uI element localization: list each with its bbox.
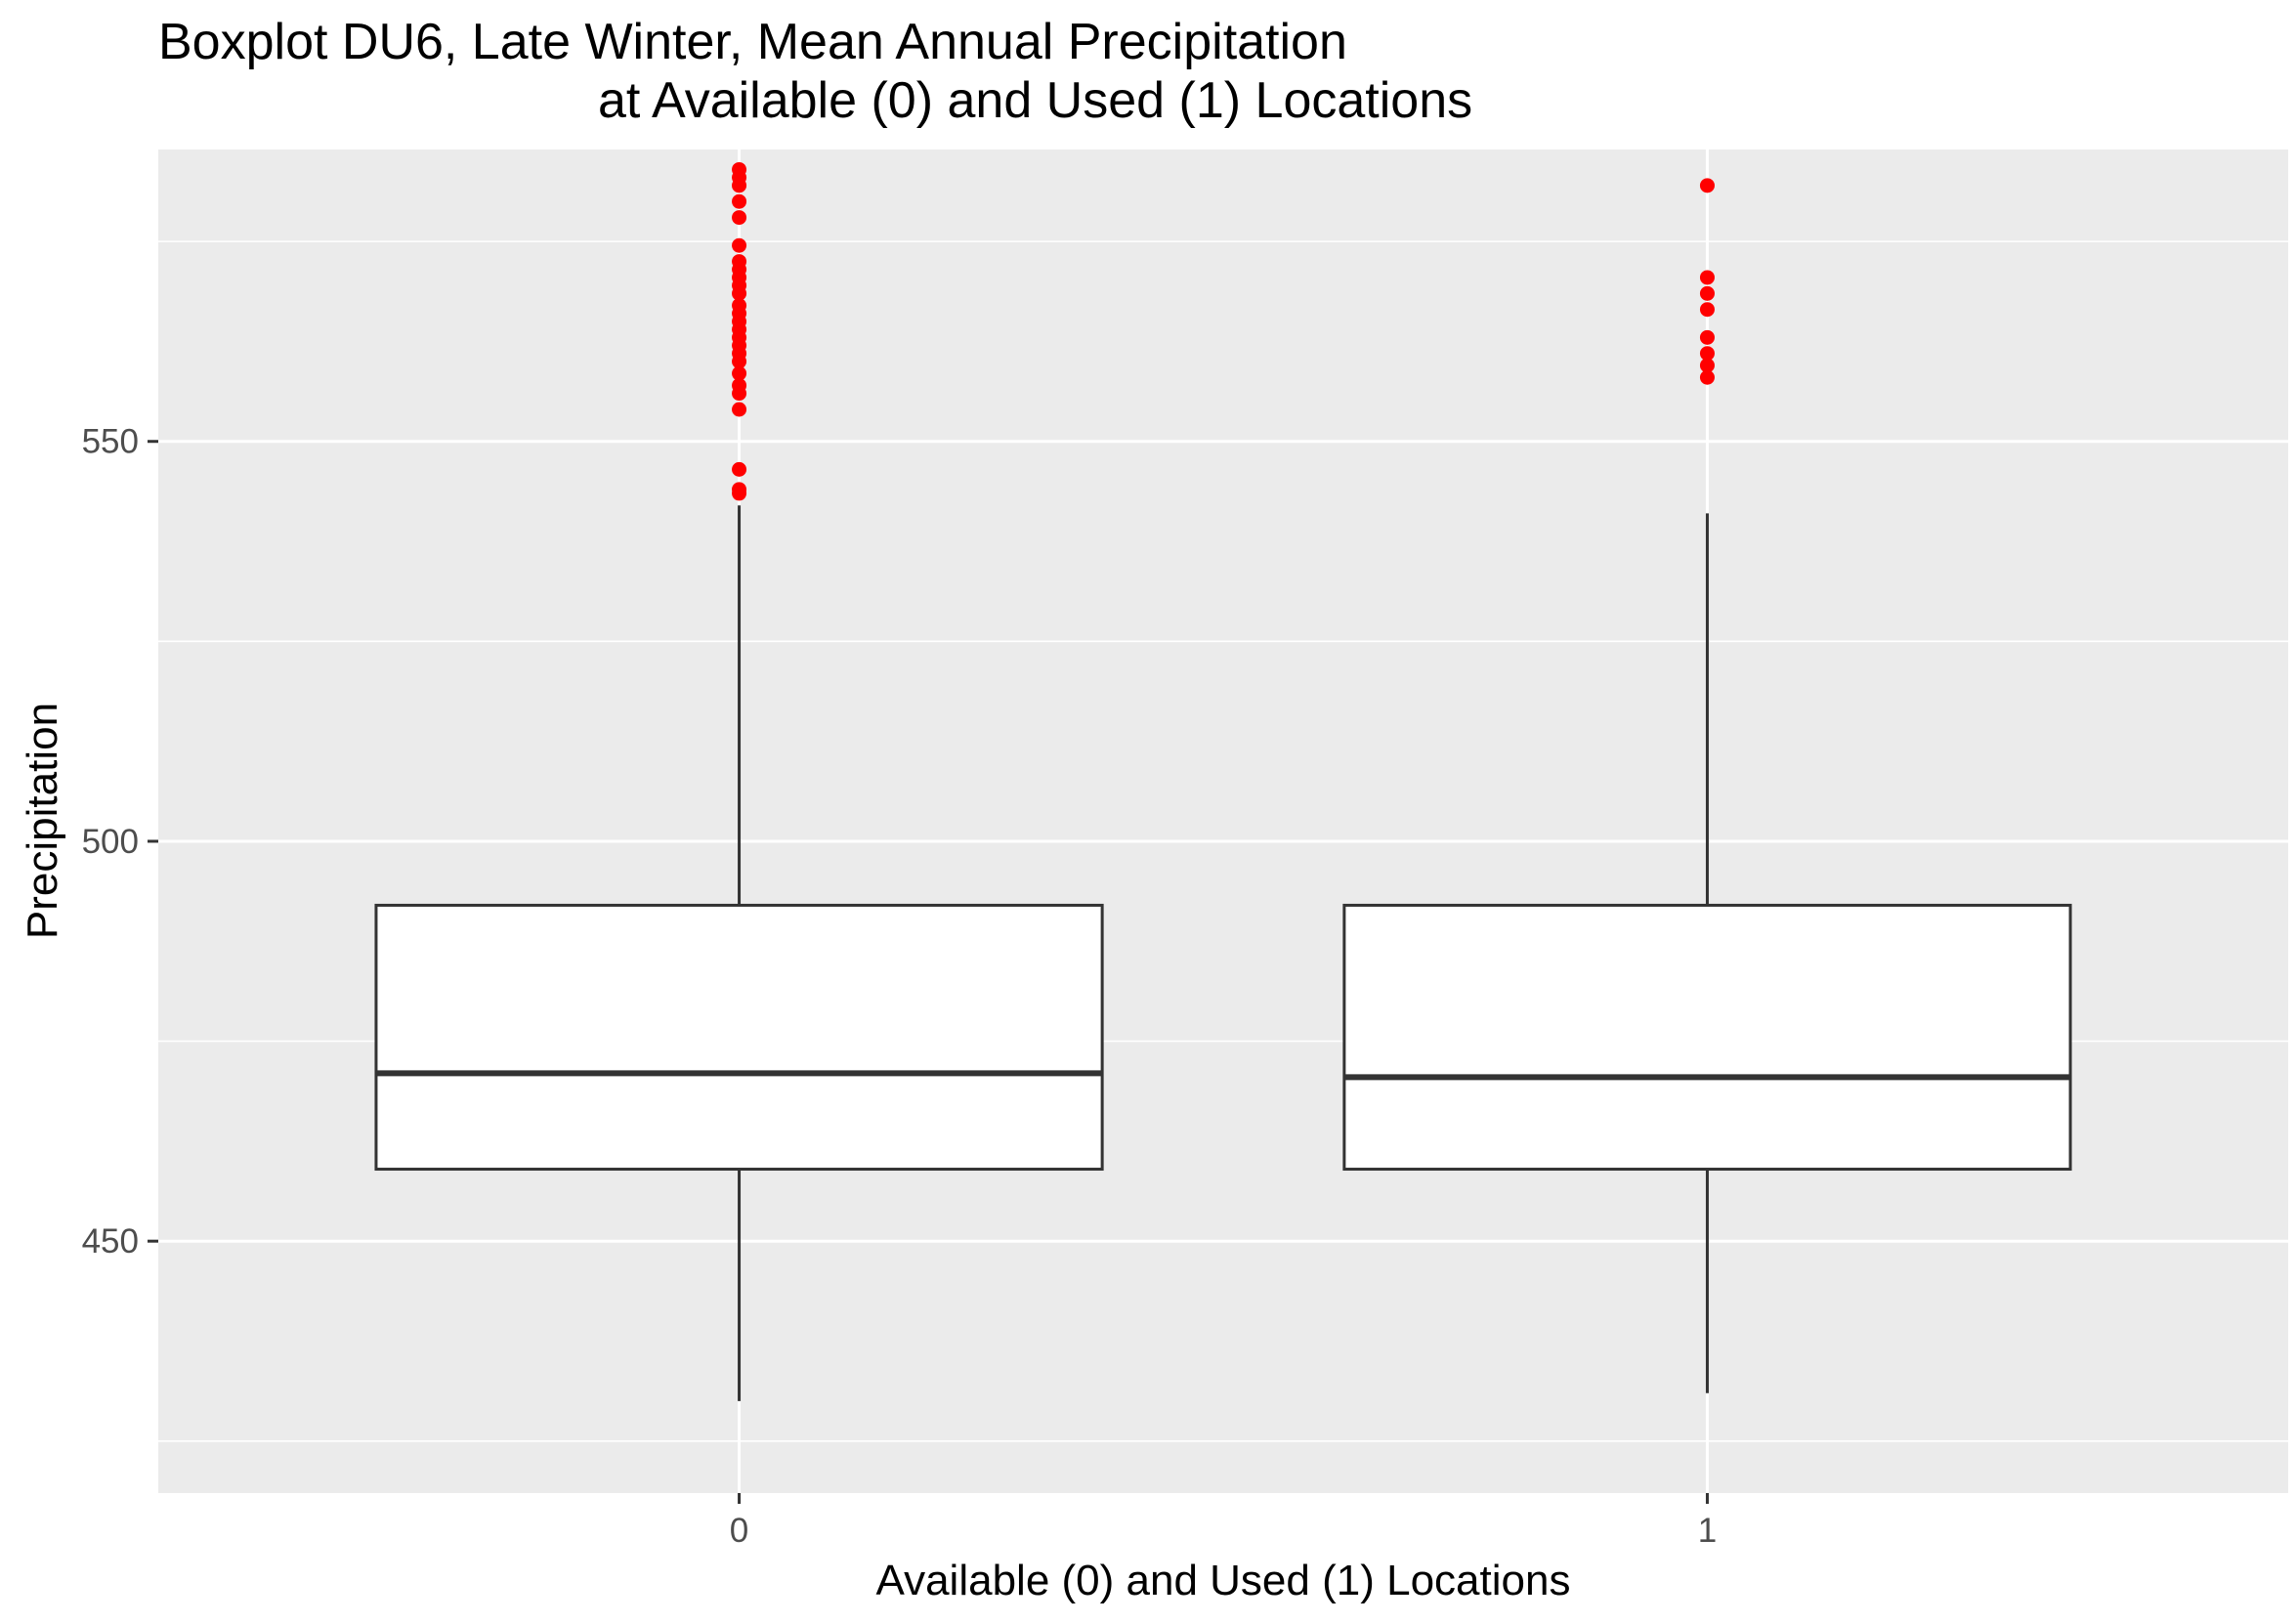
- outlier-point: [1699, 369, 1715, 385]
- plot-panel: [158, 150, 2288, 1493]
- outlier-point: [732, 377, 747, 393]
- box-iqr: [374, 903, 1104, 1172]
- outlier-point: [732, 237, 747, 253]
- outlier-point: [1699, 329, 1715, 345]
- outlier-point: [732, 482, 747, 497]
- outlier-point: [732, 193, 747, 209]
- boxes: [374, 161, 2072, 1401]
- box-group-0: [374, 161, 1104, 1401]
- outlier-point: [1699, 270, 1715, 285]
- box-group-1: [1342, 178, 2072, 1393]
- chart-title-line-2: at Available (0) and Used (1) Locations: [598, 72, 1472, 129]
- outlier-point: [1699, 346, 1715, 362]
- y-axis-title: Precipitation: [19, 703, 66, 939]
- chart-title-line-1: Boxplot DU6, Late Winter, Mean Annual Pr…: [158, 14, 1347, 70]
- outlier-point: [732, 461, 747, 477]
- x-tick-label: 0: [730, 1512, 748, 1550]
- outlier-point: [1699, 302, 1715, 318]
- outlier-point: [732, 210, 747, 226]
- outlier-point: [1699, 358, 1715, 373]
- y-axis: 450 500 550: [82, 423, 158, 1261]
- x-axis-title: Available (0) and Used (1) Locations: [876, 1557, 1571, 1604]
- outlier-point: [1699, 285, 1715, 301]
- x-tick-label: 1: [1698, 1512, 1717, 1550]
- outlier-point: [732, 161, 747, 177]
- outlier-point: [732, 298, 747, 314]
- y-tick-label: 450: [82, 1222, 139, 1261]
- outlier-point: [1699, 178, 1715, 193]
- outlier-point: [732, 402, 747, 417]
- y-tick-label: 500: [82, 823, 139, 861]
- outlier-point: [732, 254, 747, 270]
- y-tick-label: 550: [82, 423, 139, 461]
- box-iqr: [1342, 903, 2072, 1172]
- outlier-point: [732, 365, 747, 381]
